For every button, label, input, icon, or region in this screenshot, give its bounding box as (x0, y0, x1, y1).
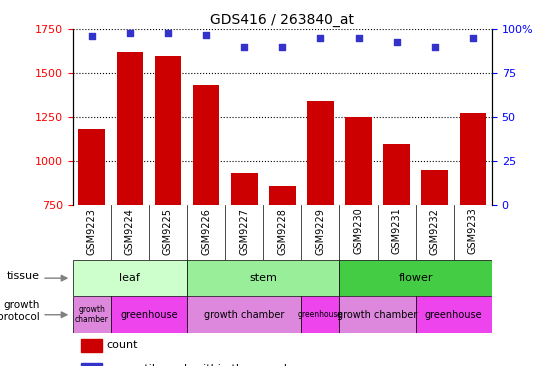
Bar (307, 101, 334, 205)
Bar (345, 117, 372, 205)
Bar (269, 186, 296, 205)
Bar (383, 144, 410, 205)
Bar (73, 296, 111, 333)
Text: growth chamber: growth chamber (338, 310, 418, 320)
Bar (339, 296, 416, 333)
Text: greenhouse: greenhouse (120, 310, 178, 320)
Text: GSM9228: GSM9228 (277, 208, 287, 255)
Text: growth chamber: growth chamber (204, 310, 285, 320)
Text: GSM9223: GSM9223 (87, 208, 97, 255)
Text: growth protocol: growth protocol (0, 300, 40, 322)
Point (392, 39, 401, 45)
Point (87, 33, 96, 39)
Point (316, 35, 325, 41)
Bar (155, 56, 181, 205)
Text: flower: flower (399, 273, 433, 283)
Bar (81, 363, 102, 366)
Text: GSM9230: GSM9230 (353, 208, 363, 254)
Point (278, 44, 287, 50)
Text: tissue: tissue (7, 271, 40, 281)
Text: GSM9231: GSM9231 (392, 208, 401, 254)
Text: GSM9225: GSM9225 (163, 208, 173, 255)
Bar (187, 260, 339, 296)
Text: percentile rank within the sample: percentile rank within the sample (106, 364, 294, 366)
Point (240, 44, 249, 50)
Bar (111, 296, 187, 333)
Bar (187, 296, 301, 333)
Text: leaf: leaf (120, 273, 140, 283)
Bar (78, 128, 105, 205)
Text: GSM9233: GSM9233 (468, 208, 478, 254)
Text: GSM9227: GSM9227 (239, 208, 249, 255)
Bar (116, 52, 143, 205)
Text: count: count (106, 340, 138, 350)
Bar (421, 170, 448, 205)
Bar (339, 260, 492, 296)
Point (163, 30, 172, 36)
Title: GDS416 / 263840_at: GDS416 / 263840_at (210, 13, 354, 27)
Bar (301, 296, 339, 333)
Point (354, 35, 363, 41)
Point (125, 30, 134, 36)
Bar (193, 85, 220, 205)
Text: GSM9224: GSM9224 (125, 208, 135, 255)
Text: greenhouse: greenhouse (425, 310, 482, 320)
Bar (416, 296, 492, 333)
Point (430, 44, 439, 50)
Text: growth
chamber: growth chamber (75, 305, 108, 325)
Bar (73, 260, 187, 296)
Text: GSM9229: GSM9229 (315, 208, 325, 255)
Point (202, 31, 211, 37)
Text: GSM9226: GSM9226 (201, 208, 211, 255)
Text: stem: stem (249, 273, 277, 283)
Text: greenhouse: greenhouse (298, 310, 343, 319)
Text: GSM9232: GSM9232 (430, 208, 440, 255)
Point (468, 35, 477, 41)
Bar (231, 173, 258, 205)
Bar (81, 339, 102, 352)
Bar (459, 113, 486, 205)
